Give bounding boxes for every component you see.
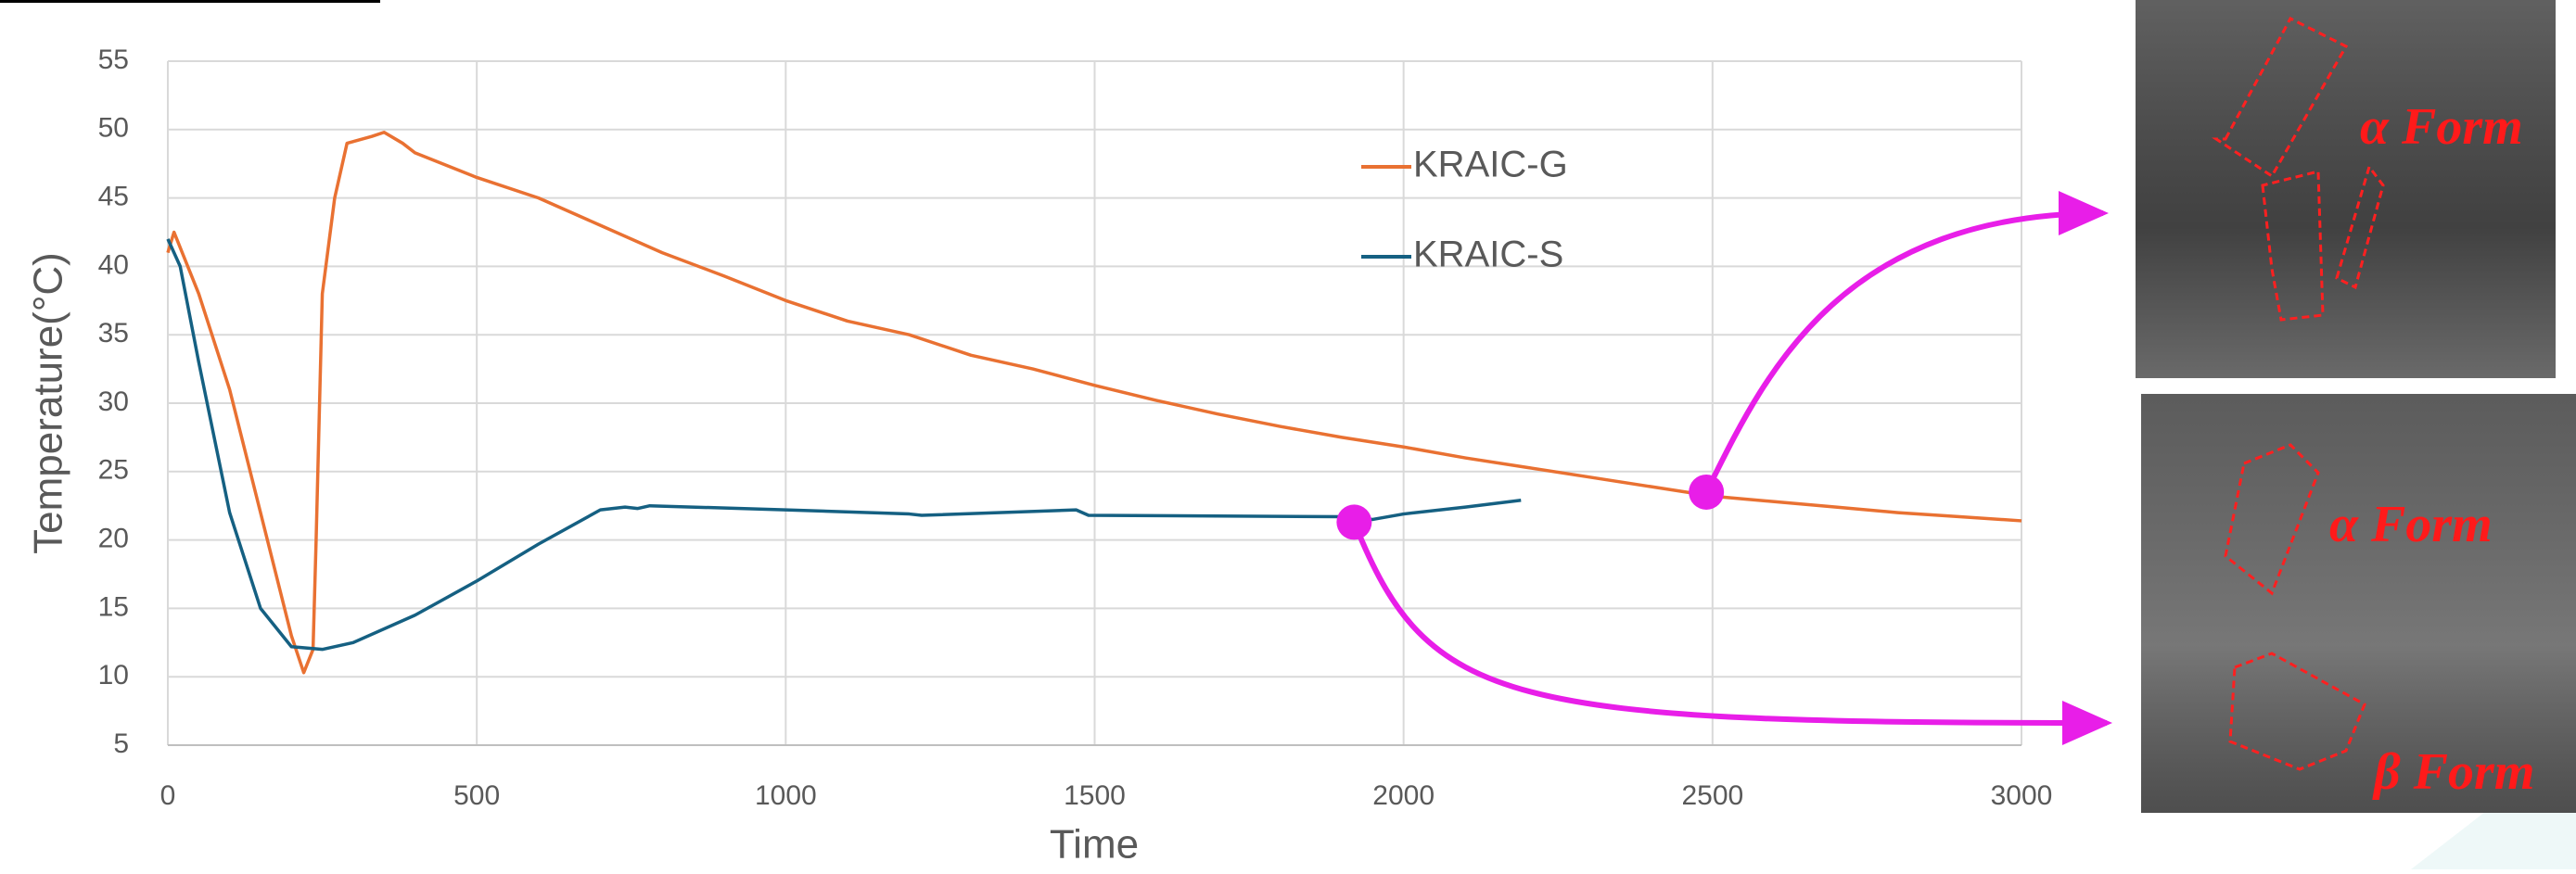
- legend-label: KRAIC-G: [1413, 145, 1568, 185]
- x-tick-label: 2500: [1681, 780, 1743, 811]
- y-tick-label: 45: [98, 182, 129, 212]
- y-tick-label: 20: [98, 524, 129, 554]
- y-tick-label: 5: [113, 728, 129, 759]
- x-tick-label: 2000: [1372, 780, 1435, 811]
- y-tick-label: 40: [98, 249, 129, 280]
- series-line: [168, 239, 1521, 650]
- page: α Form α Form β Form Time Temperature(°C…: [0, 0, 2576, 869]
- annotation: α Form: [2360, 98, 2523, 156]
- y-tick-label: 15: [98, 591, 129, 622]
- y-tick-label: 55: [98, 44, 129, 75]
- x-tick-label: 0: [160, 780, 176, 811]
- callout-arrow: [1706, 213, 2103, 492]
- highlight-point: [1689, 475, 1724, 510]
- x-tick-label: 1000: [755, 780, 817, 811]
- chart: α Form α Form β Form Time Temperature(°C…: [0, 0, 2576, 869]
- legend-label: KRAIC-S: [1413, 234, 1563, 275]
- x-tick-label: 3000: [1991, 780, 2053, 811]
- decor-line: [0, 0, 380, 3]
- x-axis-title: Time: [1050, 822, 1139, 868]
- x-tick-label: 500: [453, 780, 500, 811]
- x-tick-label: 1500: [1064, 780, 1126, 811]
- annotation: α Form: [2329, 496, 2493, 553]
- y-tick-label: 25: [98, 455, 129, 486]
- y-tick-label: 50: [98, 113, 129, 144]
- annotation: β Form: [2372, 743, 2534, 801]
- callout-arrow: [1354, 522, 2107, 723]
- y-tick-label: 30: [98, 386, 129, 417]
- photo-top-shade: [2136, 0, 2556, 378]
- y-tick-label: 35: [98, 318, 129, 348]
- y-axis-title: Temperature(°C): [26, 252, 71, 554]
- y-tick-label: 10: [98, 660, 129, 690]
- highlight-point: [1336, 504, 1371, 539]
